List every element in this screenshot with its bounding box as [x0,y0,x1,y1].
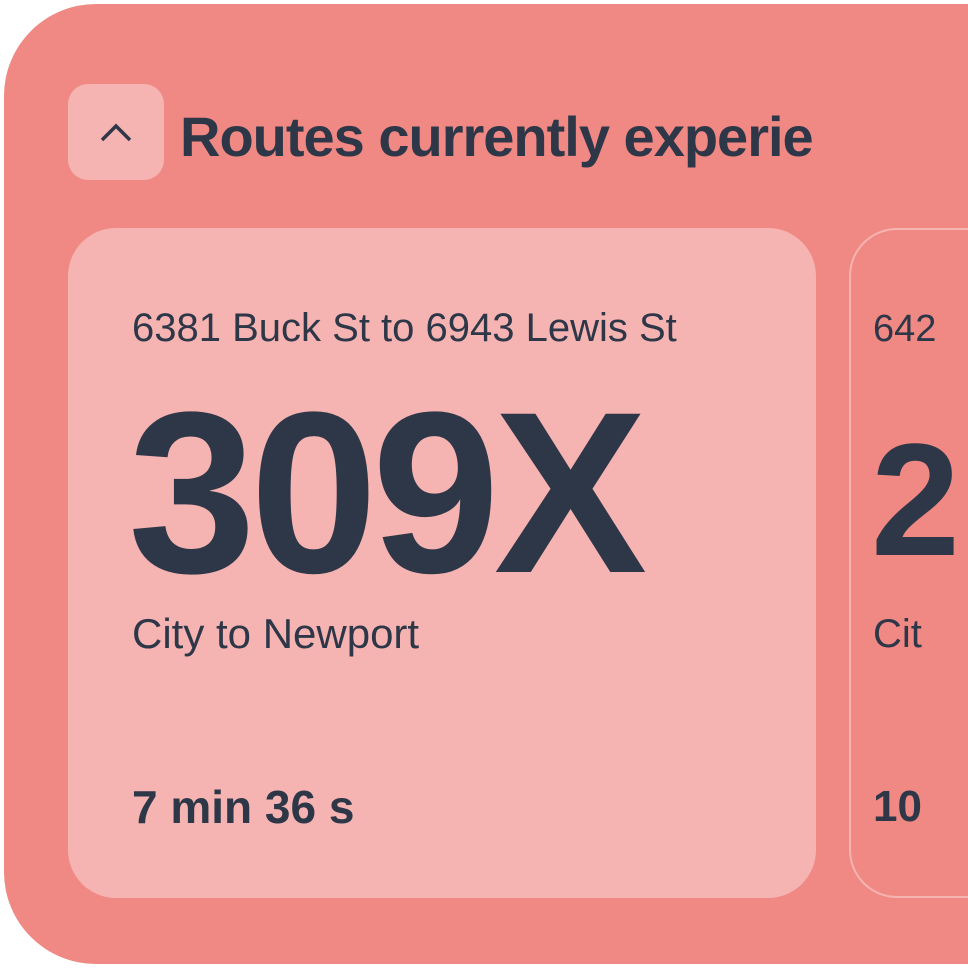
collapse-button[interactable] [68,84,164,180]
route-destination: Cit [873,612,922,656]
route-delay: 7 min 36 s [132,781,355,833]
route-card[interactable]: 6381 Buck St to 6943 Lewis St 309X City … [68,228,816,898]
route-destination: City to Newport [132,610,420,657]
route-card[interactable]: 642 2 Cit 10 [849,228,968,898]
route-number: 2 [871,410,960,589]
route-number: 309X [128,364,647,621]
section-title: Routes currently experie [180,105,814,168]
route-address: 6381 Buck St to 6943 Lewis St [132,306,677,350]
routes-panel: Routes currently experie 6381 Buck St to… [4,4,968,964]
route-address: 642 [873,308,937,350]
route-delay: 10 [873,782,922,831]
chevron-up-icon [100,123,132,142]
